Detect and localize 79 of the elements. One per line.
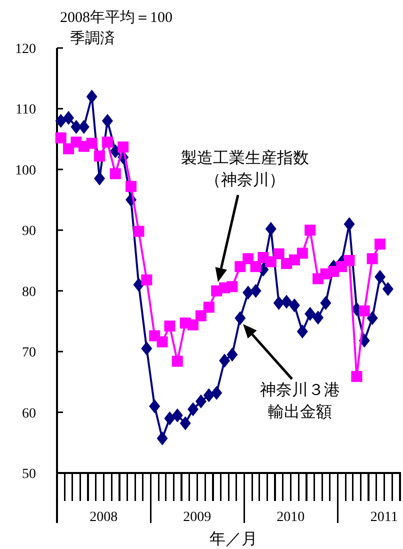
point (149, 399, 160, 414)
y-tick-label: 50 (22, 467, 36, 482)
point (188, 402, 199, 416)
point (366, 311, 378, 326)
point (288, 298, 300, 312)
point (102, 136, 113, 148)
point (203, 388, 214, 402)
point (358, 305, 370, 316)
point (55, 114, 66, 128)
point (133, 226, 144, 237)
point (265, 222, 276, 236)
y-tick-label: 60 (22, 406, 36, 422)
point (94, 172, 106, 186)
point (195, 394, 206, 408)
chart-title: 2008年平均＝100 (60, 9, 172, 26)
point (242, 286, 254, 300)
point (242, 253, 254, 264)
point (141, 342, 152, 356)
annotation: 製造工業生産指数（神奈川） (180, 148, 310, 191)
point (102, 114, 113, 128)
point (234, 311, 246, 326)
point (374, 270, 386, 284)
point (63, 110, 74, 125)
y-tick-label: 80 (22, 284, 36, 300)
point (296, 324, 308, 339)
x-tick-label: 2010 (276, 510, 305, 525)
point (195, 310, 206, 322)
point (250, 284, 262, 298)
point (296, 248, 308, 259)
point (86, 138, 98, 149)
point (374, 238, 386, 250)
point (250, 261, 262, 272)
y-tick-label: 110 (16, 102, 36, 118)
point (304, 224, 316, 236)
annotation: 神奈川３港輸出金額 (258, 380, 341, 423)
x-tick-label: 2011 (370, 510, 398, 525)
x-tick-label: 2009 (183, 510, 212, 525)
point (320, 296, 332, 310)
point (344, 255, 355, 266)
point (226, 281, 238, 292)
point (203, 302, 214, 313)
point (141, 274, 152, 286)
point (344, 217, 355, 232)
point (126, 180, 137, 192)
point (188, 319, 199, 330)
point (55, 132, 66, 144)
point (288, 254, 300, 266)
point (234, 261, 246, 272)
point (164, 320, 176, 332)
point (219, 354, 230, 368)
point (211, 386, 222, 400)
y-tick-label: 100 (15, 163, 36, 178)
point (226, 348, 238, 362)
point (164, 411, 176, 426)
point (172, 356, 183, 367)
point (273, 296, 284, 310)
chart-subtitle: 季調済 (70, 30, 115, 47)
y-tick-label: 90 (22, 224, 36, 240)
point (382, 282, 394, 296)
x-axis-title: 年／月 (210, 531, 258, 548)
point (180, 416, 191, 430)
point (273, 248, 284, 260)
point (312, 310, 324, 325)
point (351, 370, 362, 382)
point (156, 431, 168, 446)
y-tick-label: 70 (22, 346, 36, 361)
point (94, 150, 106, 162)
point (304, 306, 316, 321)
point (118, 141, 129, 152)
point (70, 120, 82, 134)
point (78, 120, 90, 134)
x-tick-label: 2008 (90, 510, 118, 525)
point (110, 168, 121, 180)
point (366, 253, 378, 264)
point (281, 294, 292, 309)
point (172, 408, 183, 422)
point (156, 336, 168, 348)
y-tick-label: 120 (15, 42, 36, 57)
point (86, 90, 98, 104)
